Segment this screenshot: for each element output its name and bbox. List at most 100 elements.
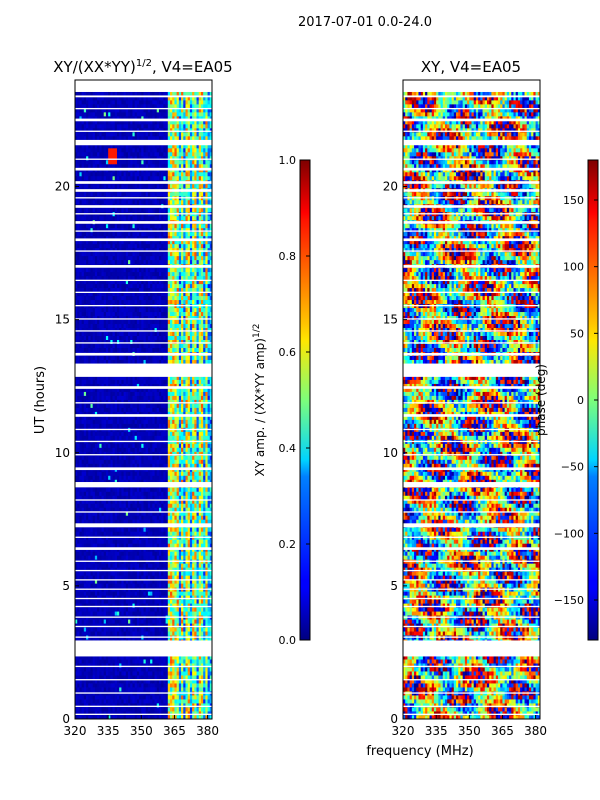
heatmap-cell (125, 595, 129, 600)
heatmap-cell (185, 699, 189, 704)
heatmap-cell (97, 539, 100, 544)
heatmap-cell (130, 631, 133, 636)
heatmap-cell (178, 671, 182, 676)
heatmap-cell (181, 543, 184, 548)
heatmap-cell (116, 619, 120, 624)
heatmap-cell (158, 679, 162, 684)
heatmap-cell (112, 591, 116, 596)
heatmap-cell (200, 667, 204, 672)
heatmap-cell (161, 627, 164, 632)
heatmap-cell (176, 551, 180, 556)
left-title-tail: , V4=EA05 (152, 58, 233, 76)
heatmap-cell (158, 655, 162, 660)
heatmap-cell (119, 667, 122, 672)
heatmap-cell (194, 539, 197, 544)
heatmap-cell (101, 603, 105, 608)
heatmap-cell (181, 599, 184, 604)
heatmap-cell (185, 599, 189, 604)
left-heatmap[interactable] (75, 80, 213, 720)
heatmap-cell (165, 539, 169, 544)
heatmap-cell (99, 667, 102, 672)
heatmap-cell (112, 683, 116, 688)
heatmap-cell (123, 583, 127, 588)
heatmap-cell (196, 595, 200, 600)
heatmap-cell (205, 687, 208, 692)
heatmap-cell (158, 627, 162, 632)
heatmap-cell (103, 707, 107, 712)
heatmap-cell (183, 707, 186, 712)
heatmap-cell (130, 579, 133, 584)
heatmap-cell (83, 699, 87, 704)
heatmap-cell (139, 699, 142, 704)
heatmap-cell (170, 567, 173, 572)
heatmap-cell (183, 563, 186, 568)
heatmap-cell (167, 599, 171, 604)
heatmap-cell (203, 543, 206, 548)
heatmap-cell (136, 679, 140, 684)
heatmap-cell (172, 707, 175, 712)
heatmap-cell (172, 699, 175, 704)
heatmap-cell (125, 655, 129, 660)
heatmap-cell (92, 671, 96, 676)
heatmap-cell (187, 595, 191, 600)
heatmap-cell (123, 679, 127, 684)
heatmap-cell (134, 659, 138, 664)
heatmap-cell (77, 671, 80, 676)
heatmap-cell (136, 715, 140, 720)
heatmap-cell (163, 655, 166, 660)
heatmap-cell (105, 683, 109, 688)
heatmap-cell (200, 611, 204, 616)
heatmap-cell (105, 711, 109, 716)
heatmap-cell (105, 659, 109, 664)
heatmap-cell (119, 583, 122, 588)
heatmap-cell (132, 531, 136, 536)
heatmap-cell (200, 607, 204, 612)
heatmap-cell (156, 619, 160, 624)
heatmap-cell (110, 571, 113, 576)
heatmap-cell (200, 567, 204, 572)
heatmap-cell (167, 655, 171, 660)
heatmap-cell (103, 599, 107, 604)
heatmap-cell (183, 687, 186, 692)
heatmap-cell (181, 567, 184, 572)
heatmap-cell (75, 603, 78, 608)
heatmap-cell (123, 699, 127, 704)
heatmap-cell (165, 671, 169, 676)
heatmap-cell (86, 583, 89, 588)
heatmap-cell (99, 631, 102, 636)
heatmap-cell (136, 555, 140, 560)
heatmap-cell (90, 695, 94, 700)
heatmap-cell (161, 595, 164, 600)
heatmap-cell (97, 603, 100, 608)
heatmap-cell (90, 631, 94, 636)
heatmap-cell (141, 695, 144, 700)
heatmap-cell (205, 623, 208, 628)
heatmap-cell (207, 659, 211, 664)
heatmap-cell (143, 571, 147, 576)
heatmap-cell (94, 631, 98, 636)
heatmap-cell (176, 579, 180, 584)
heatmap-cell (192, 607, 195, 612)
heatmap-cell (176, 663, 180, 668)
heatmap-cell (112, 571, 116, 576)
heatmap-cell (161, 555, 164, 560)
heatmap-cell (185, 695, 189, 700)
heatmap-cell (103, 695, 107, 700)
heatmap-cell (99, 539, 102, 544)
heatmap-cell (198, 607, 202, 612)
heatmap-cell (187, 687, 191, 692)
heatmap-cell (110, 687, 113, 692)
heatmap-cell (150, 675, 153, 680)
heatmap-cell (163, 607, 166, 612)
heatmap-cell (130, 555, 133, 560)
heatmap-cell (152, 667, 155, 672)
heatmap-cell (158, 707, 162, 712)
heatmap-cell (103, 699, 107, 704)
heatmap-cell (81, 655, 85, 660)
heatmap-cell (156, 623, 160, 628)
heatmap-cell (103, 563, 107, 568)
heatmap-cell (143, 683, 147, 688)
heatmap-cell (101, 707, 105, 712)
heatmap-cell (167, 703, 171, 708)
heatmap-cell (75, 627, 78, 632)
